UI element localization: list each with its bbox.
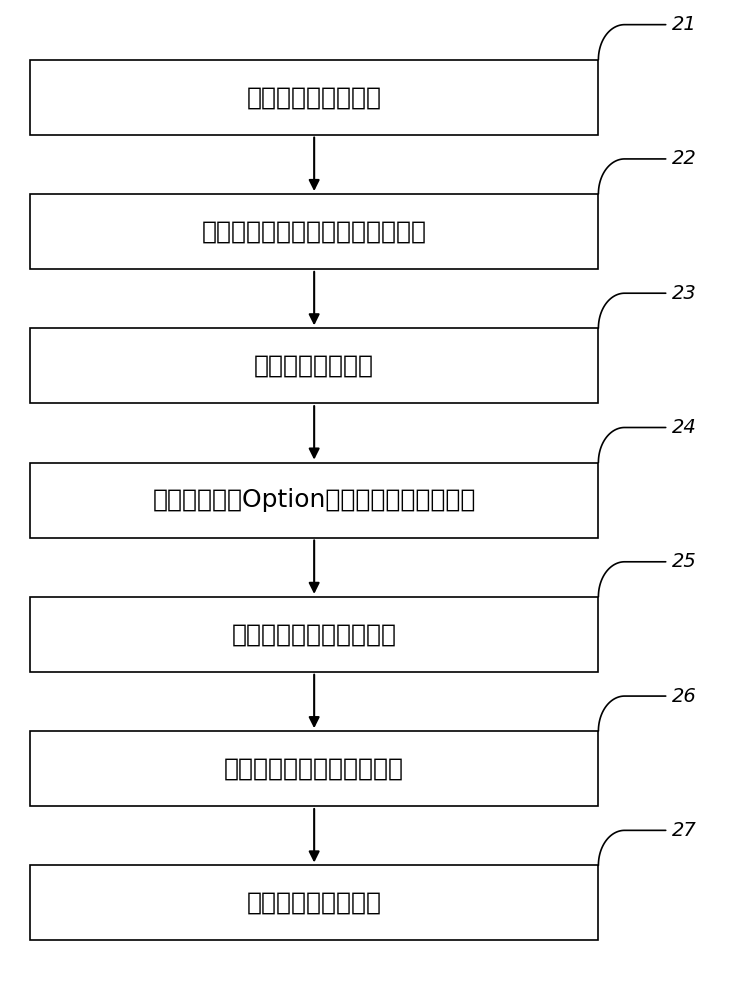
Text: 获取膨胀过后色块的外轮廓: 获取膨胀过后色块的外轮廓 (224, 757, 404, 781)
Text: 21: 21 (672, 15, 696, 34)
Text: 24: 24 (672, 418, 696, 437)
Text: 对转化后的图像进行高斯平滑滤波: 对转化后的图像进行高斯平滑滤波 (202, 219, 426, 243)
Text: 计算各个色块的面积: 计算各个色块的面积 (247, 891, 381, 915)
Text: 26: 26 (672, 687, 696, 706)
Text: 27: 27 (672, 821, 696, 840)
Text: 对图像二值化处理: 对图像二值化处理 (254, 354, 374, 378)
Text: 22: 22 (672, 149, 696, 168)
Bar (30, 328, 598, 403)
Text: 23: 23 (672, 284, 696, 303)
Bar (30, 462, 598, 538)
Bar (30, 731, 598, 806)
Text: 克隆图像作为Option区域色值计算的图像源: 克隆图像作为Option区域色值计算的图像源 (153, 488, 476, 512)
Bar (30, 865, 598, 940)
Bar (30, 60, 598, 135)
Text: 25: 25 (672, 552, 696, 571)
Bar (30, 194, 598, 269)
Bar (30, 597, 598, 672)
Text: 将图像转化为灰度图: 将图像转化为灰度图 (247, 85, 381, 109)
Text: 继续对图像进行膨胀处理: 继续对图像进行膨胀处理 (232, 622, 396, 646)
